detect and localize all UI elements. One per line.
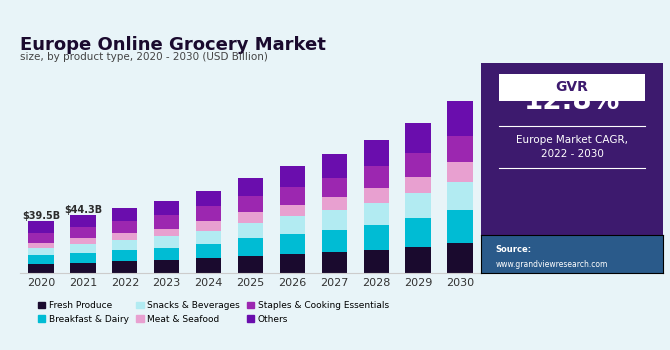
Bar [364, 203, 389, 225]
Bar [322, 178, 347, 197]
Bar [29, 222, 54, 233]
Bar [322, 154, 347, 178]
Bar [448, 182, 472, 210]
Bar [405, 194, 431, 218]
Bar [280, 166, 305, 187]
Bar [70, 262, 96, 273]
Bar [196, 206, 221, 222]
Text: Europe Market CAGR,
2022 - 2030: Europe Market CAGR, 2022 - 2030 [516, 135, 628, 159]
Bar [196, 258, 221, 273]
Bar [29, 264, 54, 273]
Bar [238, 256, 263, 273]
Legend: Fresh Produce, Breakfast & Dairy, Snacks & Beverages, Meat & Seafood, Staples & : Fresh Produce, Breakfast & Dairy, Snacks… [35, 298, 393, 327]
Bar [154, 215, 180, 229]
Bar [322, 210, 347, 230]
Bar [113, 221, 137, 233]
Bar [405, 123, 431, 153]
Bar [448, 101, 472, 136]
Bar [113, 233, 137, 240]
Bar [280, 187, 305, 204]
Bar [154, 247, 180, 260]
Bar [322, 197, 347, 210]
Text: size, by product type, 2020 - 2030 (USD Billion): size, by product type, 2020 - 2030 (USD … [20, 52, 268, 63]
Bar [154, 237, 180, 247]
Bar [238, 238, 263, 256]
Bar [405, 247, 431, 273]
Bar [364, 166, 389, 188]
Bar [280, 216, 305, 234]
Bar [196, 191, 221, 206]
Bar [238, 212, 263, 223]
Text: Source:
www.grandviewresearch.com: Source: www.grandviewresearch.com [496, 238, 620, 258]
Bar [280, 234, 305, 254]
Bar [322, 252, 347, 273]
Bar [196, 231, 221, 244]
Bar [280, 204, 305, 216]
Text: $44.3B: $44.3B [64, 205, 102, 215]
Bar [113, 240, 137, 250]
Bar [448, 243, 472, 273]
Bar [196, 222, 221, 231]
Bar [113, 261, 137, 273]
Bar [113, 209, 137, 221]
Bar [364, 250, 389, 273]
Bar [29, 256, 54, 264]
Bar [154, 260, 180, 273]
Text: 12.8%: 12.8% [524, 87, 620, 115]
Bar [70, 215, 96, 227]
Bar [448, 162, 472, 182]
Bar [405, 176, 431, 194]
Bar [29, 248, 54, 255]
Bar [29, 243, 54, 248]
Bar [280, 254, 305, 273]
Bar [364, 188, 389, 203]
Bar [448, 210, 472, 243]
Bar [238, 196, 263, 212]
Bar [322, 230, 347, 252]
Bar [70, 253, 96, 262]
Bar [154, 229, 180, 237]
Bar [238, 178, 263, 196]
Text: Europe Online Grocery Market: Europe Online Grocery Market [20, 36, 326, 54]
Bar [70, 227, 96, 238]
Bar [405, 153, 431, 176]
Text: $39.5B: $39.5B [22, 211, 60, 221]
Bar [154, 201, 180, 215]
Bar [196, 244, 221, 258]
Bar [405, 218, 431, 247]
Bar [29, 233, 54, 243]
Bar [364, 140, 389, 166]
Bar [238, 223, 263, 238]
Bar [70, 238, 96, 244]
Bar [364, 225, 389, 250]
Bar [70, 244, 96, 253]
Bar [448, 136, 472, 162]
Bar [113, 250, 137, 261]
